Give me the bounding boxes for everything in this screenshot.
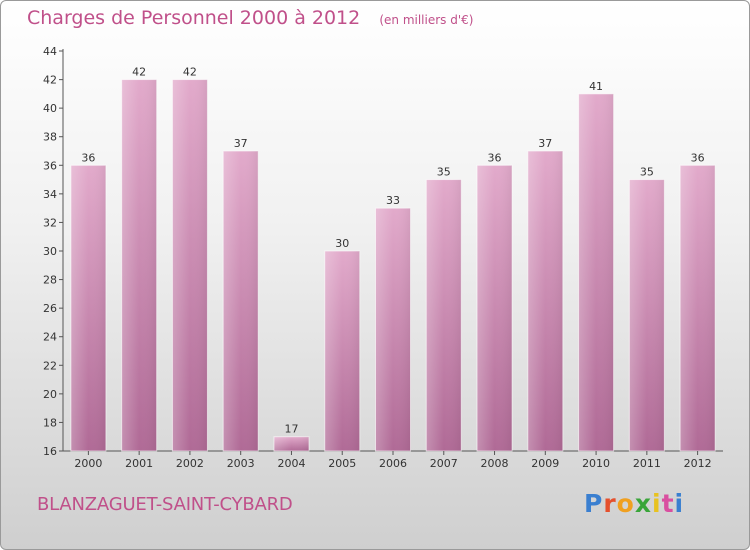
chart-subtitle: (en milliers d'€) bbox=[379, 13, 474, 27]
data-label: 42 bbox=[183, 66, 197, 79]
y-tick-label: 40 bbox=[43, 102, 57, 115]
bar-sheen bbox=[273, 436, 309, 451]
bar-sheen bbox=[578, 93, 614, 451]
data-label: 36 bbox=[691, 151, 705, 164]
x-tick-label: 2005 bbox=[328, 457, 356, 470]
y-tick-label: 36 bbox=[43, 159, 57, 172]
data-label: 30 bbox=[335, 237, 349, 250]
data-label: 35 bbox=[640, 166, 654, 179]
y-tick-label: 28 bbox=[43, 274, 57, 287]
x-tick-label: 2011 bbox=[633, 457, 661, 470]
x-tick-label: 2012 bbox=[684, 457, 712, 470]
proxiti-logo[interactable]: Proxiti bbox=[584, 489, 684, 518]
logo-letter: r bbox=[603, 489, 617, 518]
x-tick-label: 2006 bbox=[379, 457, 407, 470]
chart-title: Charges de Personnel 2000 à 2012 bbox=[27, 7, 361, 29]
x-tick-label: 2008 bbox=[481, 457, 509, 470]
bar-sheen bbox=[680, 165, 716, 452]
x-tick-label: 2010 bbox=[582, 457, 610, 470]
location-name: BLANZAGUET-SAINT-CYBARD bbox=[37, 494, 293, 515]
bar-sheen bbox=[629, 179, 665, 452]
data-label: 36 bbox=[488, 151, 502, 164]
y-tick-label: 16 bbox=[43, 445, 57, 458]
logo-letter: x bbox=[634, 489, 652, 518]
bar-sheen bbox=[70, 165, 106, 452]
x-axis: 2000 2001 2002 2003 2004 2005 2006 2007 2008 2009… bbox=[74, 451, 712, 470]
y-tick-label: 38 bbox=[43, 131, 57, 144]
title-row: Charges de Personnel 2000 à 2012 (en mil… bbox=[27, 7, 473, 29]
bar-sheen bbox=[375, 208, 411, 451]
y-tick-label: 42 bbox=[43, 74, 57, 87]
logo-letter: o bbox=[616, 489, 635, 518]
bar-sheen bbox=[426, 179, 462, 452]
data-labels: 36 42 42 37 17 30 33 35 36 37 41 35 36 bbox=[81, 66, 704, 436]
bar-sheen bbox=[527, 151, 563, 451]
bar-sheen bbox=[223, 151, 259, 451]
y-tick-label: 32 bbox=[43, 216, 57, 229]
data-label: 35 bbox=[437, 166, 451, 179]
x-tick-label: 2004 bbox=[277, 457, 305, 470]
logo-letter: t bbox=[661, 489, 675, 518]
y-tick-label: 30 bbox=[43, 245, 57, 258]
y-tick-label: 26 bbox=[43, 302, 57, 315]
logo-letter: P bbox=[584, 489, 604, 518]
logo-letter: i bbox=[652, 489, 662, 518]
y-tick-label: 18 bbox=[43, 416, 57, 429]
logo-letter: i bbox=[674, 489, 685, 518]
x-tick-label: 2009 bbox=[531, 457, 559, 470]
x-tick-label: 2000 bbox=[74, 457, 102, 470]
bar-sheen bbox=[477, 165, 513, 452]
x-tick-label: 2007 bbox=[430, 457, 458, 470]
y-tick-label: 34 bbox=[43, 188, 57, 201]
bar-sheen bbox=[121, 79, 157, 452]
bar-sheen bbox=[172, 79, 208, 452]
y-tick-label: 24 bbox=[43, 331, 57, 344]
data-label: 37 bbox=[234, 137, 248, 150]
data-label: 17 bbox=[284, 423, 298, 436]
bar-sheen bbox=[324, 251, 360, 451]
bars-group bbox=[70, 79, 716, 452]
x-tick-label: 2003 bbox=[227, 457, 255, 470]
x-tick-label: 2002 bbox=[176, 457, 204, 470]
x-tick-label: 2001 bbox=[125, 457, 153, 470]
data-label: 41 bbox=[589, 80, 603, 93]
data-label: 37 bbox=[538, 137, 552, 150]
y-tick-label: 20 bbox=[43, 388, 57, 401]
y-tick-label: 44 bbox=[43, 45, 57, 58]
data-label: 42 bbox=[132, 66, 146, 79]
data-label: 33 bbox=[386, 194, 400, 207]
y-tick-label: 22 bbox=[43, 359, 57, 372]
data-label: 36 bbox=[81, 151, 95, 164]
